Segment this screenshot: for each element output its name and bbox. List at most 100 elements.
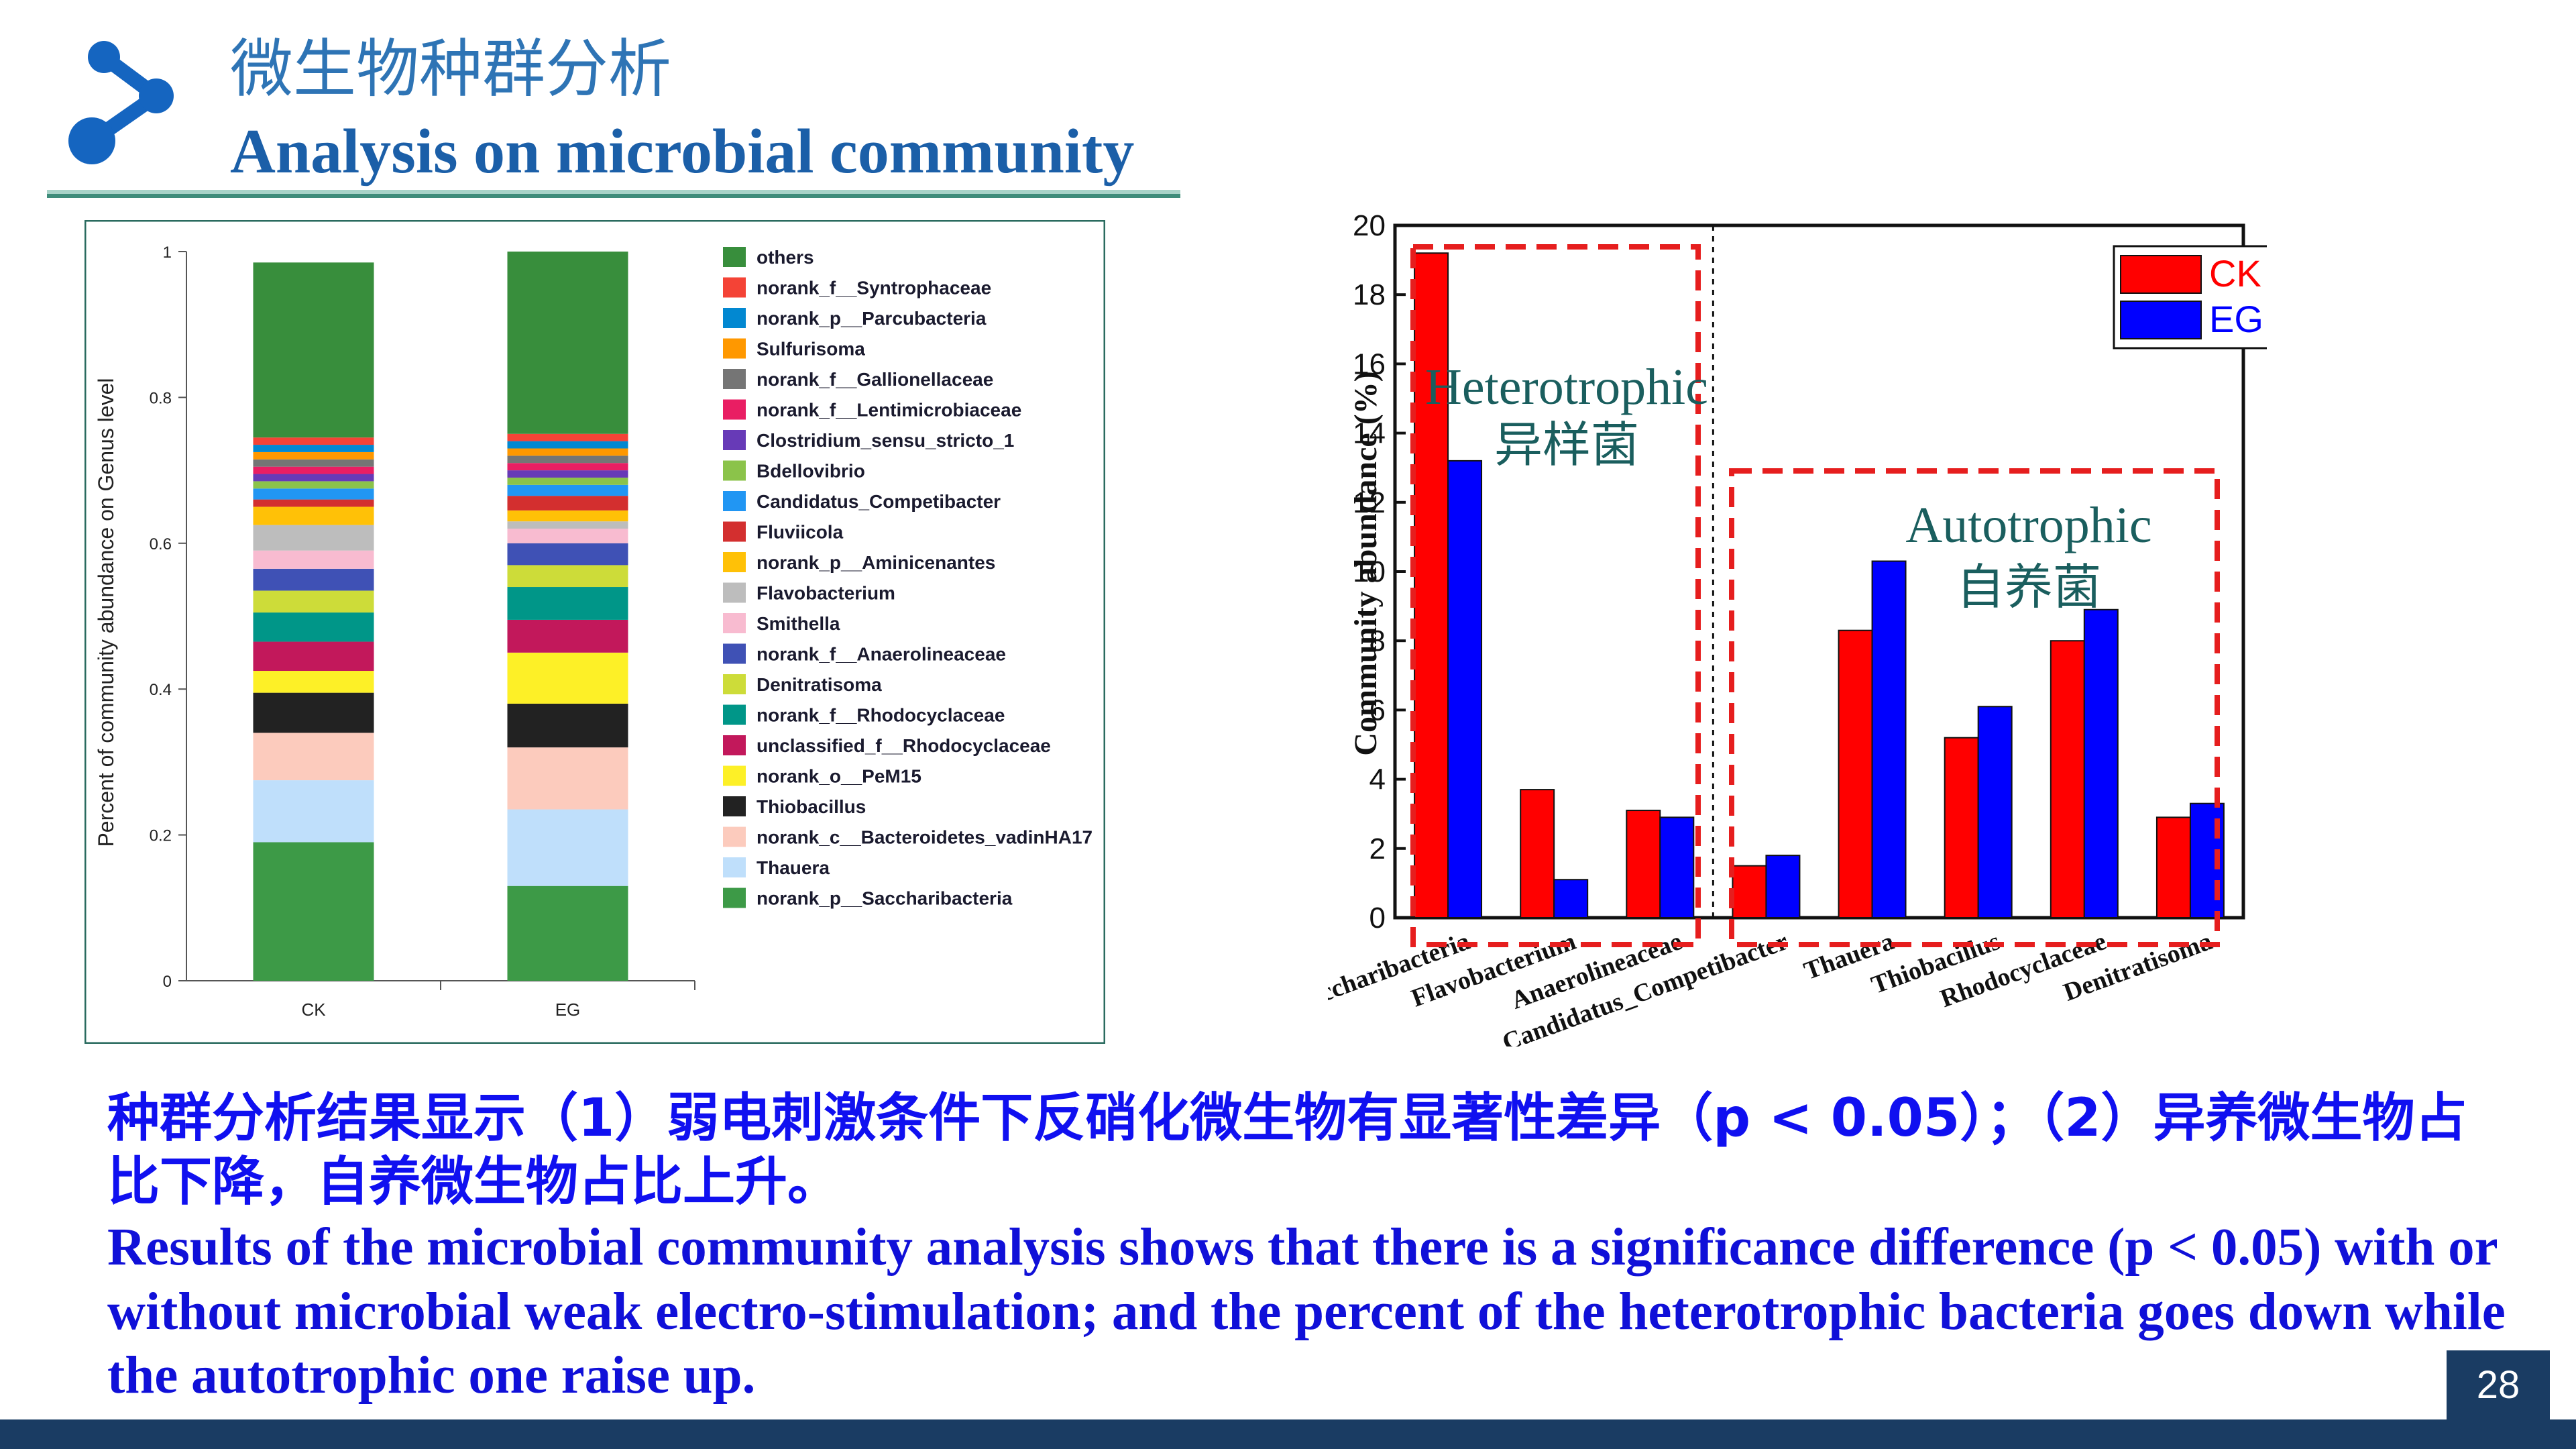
genus-y-axis-label: Percent of community abundance on Genus … (94, 378, 118, 847)
abundance-bar (1838, 629, 1873, 918)
abundance-y-tick-label: 2 (1369, 833, 1386, 865)
genus-legend-label: norank_f__Anaerolineaceae (757, 644, 1006, 665)
genus-bar-segment (253, 525, 374, 551)
genus-bar-segment (253, 733, 374, 781)
abundance-bar (1732, 865, 1767, 918)
abundance-bar (2050, 640, 2085, 918)
genus-bar-segment (507, 747, 628, 810)
abundance-y-tick-label: 0 (1369, 902, 1386, 934)
genus-y-tick-label: 0.6 (150, 535, 172, 553)
genus-bar-segment (507, 484, 628, 496)
abundance-y-tick-label: 6 (1369, 694, 1386, 727)
genus-y-tick-label: 0.8 (150, 389, 172, 407)
legend-swatch (2120, 301, 2202, 339)
title-underline (47, 190, 1180, 198)
genus-bar-segment (507, 619, 628, 653)
genus-legend-swatch (723, 613, 746, 633)
genus-legend-label: Clostridium_sensu_stricto_1 (757, 430, 1014, 451)
genus-y-tick-label: 0.2 (150, 827, 172, 845)
genus-legend-label: norank_p__Saccharibacteria (757, 888, 1013, 909)
genus-bar-segment (507, 543, 628, 566)
summary-english: Results of the microbial community analy… (107, 1218, 2506, 1405)
summary-chinese-line-2: 比下降，自养微生物占比上升。 (107, 1152, 840, 1213)
legend-swatch (2120, 255, 2202, 294)
genus-bar-segment (253, 488, 374, 500)
genus-legend-swatch (723, 277, 746, 298)
genus-bar-segment (253, 499, 374, 507)
genus-bar-segment (253, 692, 374, 733)
genus-legend-swatch (723, 308, 746, 328)
abundance-y-tick-label: 14 (1353, 417, 1386, 450)
genus-legend-swatch (723, 521, 746, 542)
genus-legend-label: norank_o__PeM15 (757, 766, 921, 787)
genus-bar-segment (253, 612, 374, 642)
genus-bar-segment (253, 451, 374, 460)
genus-legend-swatch (723, 735, 746, 755)
genus-bar-segment (253, 842, 374, 981)
genus-bars (253, 252, 628, 981)
genus-bar-segment (507, 455, 628, 464)
genus-bar-segment (253, 780, 374, 843)
genus-legend-swatch (723, 888, 746, 908)
genus-bar-segment (253, 550, 374, 569)
genus-bar-segment (253, 506, 374, 525)
genus-legend-label: norank_f__Rhodocyclaceae (757, 705, 1005, 726)
genus-legend-label: Thiobacillus (757, 796, 866, 817)
genus-bar-segment (507, 252, 628, 434)
genus-legend-label: Fluviicola (757, 522, 844, 543)
genus-legend-swatch (723, 399, 746, 420)
genus-y-tick-label: 0 (163, 973, 172, 991)
genus-legend-swatch (723, 247, 746, 267)
genus-bar-segment (507, 463, 628, 471)
genus-x-tick-label: EG (555, 1000, 581, 1020)
genus-axes: 0 0.2 0.4 0.6 0.8 1 CK EG (150, 244, 695, 1020)
autotrophic-box (1729, 468, 2220, 947)
abundance-bar (1871, 560, 1907, 918)
genus-y-tick-label: 1 (163, 244, 172, 262)
genus-bar-segment (253, 671, 374, 693)
abundance-bar (2083, 608, 2119, 918)
genus-bar-segment (507, 703, 628, 748)
legend-label: CK (2209, 252, 2261, 294)
genus-legend-label: Flavobacterium (757, 583, 895, 604)
genus-bar-segment (253, 437, 374, 445)
genus-legend-label: norank_f__Syntrophaceae (757, 278, 991, 299)
abundance-bar (1659, 816, 1695, 918)
genus-legend-swatch (723, 674, 746, 694)
genus-legend-swatch (723, 369, 746, 389)
genus-legend-label: Thauera (757, 857, 830, 878)
autotrophic-label-zh: 自养菌 (1956, 559, 2101, 615)
genus-bar-segment (253, 590, 374, 613)
genus-bar-segment (253, 474, 374, 482)
genus-legend-swatch (723, 338, 746, 359)
genus-legend-swatch (723, 582, 746, 603)
page-title-chinese: 微生物种群分析 (230, 33, 672, 106)
genus-legend-label: norank_p__Aminicenantes (757, 552, 995, 573)
abundance-bar (1553, 879, 1589, 918)
abundance-y-tick-label: 16 (1353, 347, 1386, 380)
genus-legend-swatch (723, 491, 746, 511)
genus-legend-label: others (757, 247, 814, 268)
heterotrophic-box (1410, 244, 1701, 947)
summary-chinese: 种群分析结果显示（1）弱电刺激条件下反硝化微生物有显著性差异（p < 0.05）… (107, 1087, 2522, 1214)
connected-nodes-icon (68, 41, 174, 164)
genus-legend-label: norank_f__Gallionellaceae (757, 369, 993, 390)
abundance-y-tick-label: 12 (1353, 486, 1386, 519)
abundance-bar (1626, 810, 1661, 918)
genus-bar-segment (253, 459, 374, 467)
genus-legend-label: Bdellovibrio (757, 461, 865, 482)
genus-bar-segment (507, 885, 628, 981)
genus-bar-segment (507, 565, 628, 588)
genus-bar-segment (507, 433, 628, 441)
abundance-y-axis-label: Community abundance (%) (1348, 371, 1384, 755)
autotrophic-annotation: Autotrophic 自养菌 (1729, 468, 2220, 947)
genus-bar-segment (507, 510, 628, 522)
abundance-bar-chart: Community abundance (%) 0 2 4 6 8 10 12 14 16 18 2… (1328, 209, 2267, 1046)
genus-legend-swatch (723, 460, 746, 481)
genus-bar-segment (253, 262, 374, 438)
heterotrophic-label: Heterotrophic (1425, 359, 1708, 415)
genus-bar-segment (507, 441, 628, 449)
footer-bar (0, 1419, 2576, 1449)
genus-bar-segment (253, 466, 374, 474)
abundance-y-tick-label: 10 (1353, 555, 1386, 588)
